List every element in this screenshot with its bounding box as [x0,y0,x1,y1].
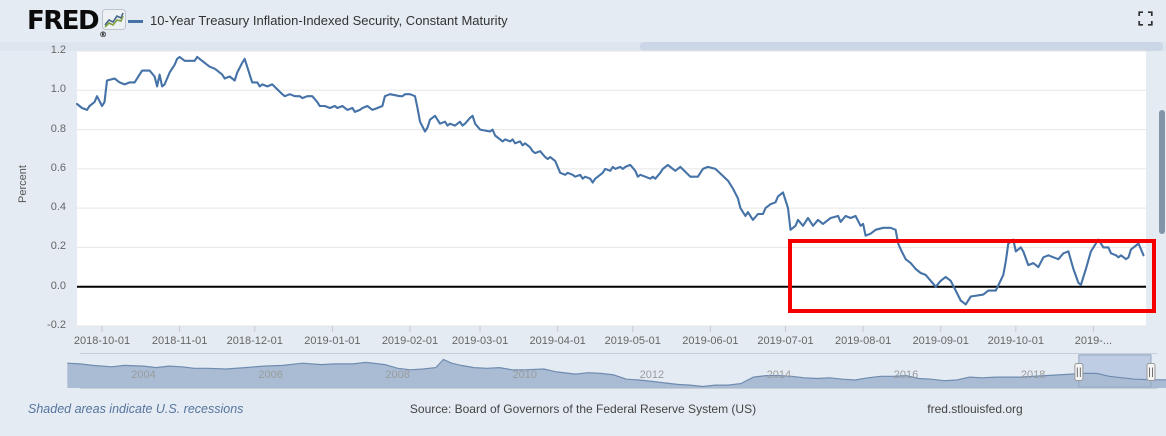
y-axis-title: Percent [17,165,29,203]
y-axis-label: -0.2 [47,319,66,331]
vertical-scrollbar-thumb[interactable] [1159,110,1165,234]
navigator-right-handle[interactable] [1146,363,1156,381]
y-axis-label: 1.2 [50,44,66,56]
fred-logo[interactable]: FRED® [27,6,108,39]
navigator-area[interactable] [67,359,1166,389]
navigator-year-label: 2008 [385,369,410,381]
series-legend-label[interactable]: 10-Year Treasury Inflation-Indexed Secur… [150,13,508,28]
navigator-year-label: 2006 [258,369,283,381]
navigator-left-handle-body[interactable] [1074,363,1084,381]
fullscreen-icon[interactable] [1138,11,1153,26]
navigator-year-label: 2014 [766,369,792,381]
y-axis-label: 1.0 [50,83,66,96]
source-text: Source: Board of Governors of the Federa… [409,402,757,416]
x-axis-label: 2019-03-01 [451,335,509,347]
x-axis-label: 2019-02-01 [381,335,439,347]
x-axis-label: 2019-07-01 [757,335,814,347]
navigator-right-handle-body[interactable] [1146,363,1156,381]
recession-note-link[interactable]: Shaded areas indicate U.S. recessions [28,402,244,416]
horizontal-scrollbar-track[interactable] [0,42,1166,51]
navigator-left-handle[interactable] [1074,363,1084,381]
x-axis-label: 2019-09-01 [912,335,969,347]
x-axis-label: 2019-04-01 [529,335,586,347]
navigator-year-label: 2018 [1020,369,1046,381]
registered-mark: ® [99,30,108,39]
x-axis-label: 2018-10-01 [73,335,131,347]
y-axis-label: 0.0 [50,279,66,292]
horizontal-scrollbar-thumb[interactable] [640,42,1163,51]
x-axis-label: 2019-05-01 [604,335,661,347]
y-axis-label: 0.2 [50,240,66,253]
x-axis-label: 2019-01-01 [304,335,361,347]
x-axis-label: 2018-11-01 [151,335,208,347]
navigator-area-line [67,358,1166,388]
x-axis-label: 2018-12-01 [226,335,283,347]
fred-sparkline-icon [102,9,126,30]
navigator-year-label: 2016 [893,369,919,381]
x-axis-label: 2019-06-01 [682,335,739,347]
x-axis-label: 2019-08-01 [834,335,892,347]
site-link[interactable]: fred.stlouisfed.org [927,402,1023,416]
red-annotation-box [787,238,1156,314]
navigator-year-label: 2012 [639,369,665,381]
x-axis-label: 2019-10-01 [987,335,1044,347]
navigator-year-label: 2004 [131,369,156,381]
series-line [75,55,1145,306]
y-axis-label: 0.6 [50,161,66,174]
plot-area [77,51,1146,326]
y-axis-label: 0.4 [50,201,66,214]
x-axis-label: 2019-... [1074,335,1113,347]
navigator-year-label: 2010 [512,369,537,381]
y-axis-label: 0.8 [50,122,66,135]
legend-line-swatch [128,20,143,23]
